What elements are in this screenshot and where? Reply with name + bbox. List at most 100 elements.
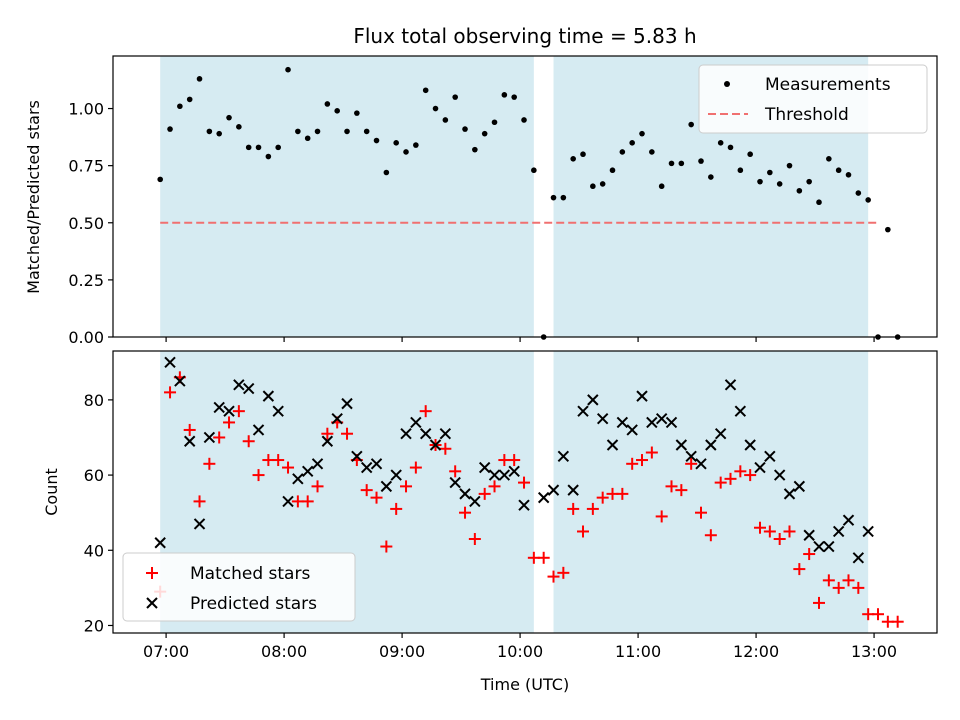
predicted-star-point [459,488,471,500]
x-axis-label: Time (UTC) [480,675,569,694]
matched-star-point [655,510,668,523]
matched-star-point [341,427,354,440]
top-y-tick-label: 0.75 [68,157,104,176]
predicted-star-point [675,439,688,451]
measurement-point [304,135,311,142]
predicted-star-point [410,416,422,429]
measurement-point [855,190,862,196]
predicted-star-point [223,405,235,417]
predicted-star-point [646,416,658,429]
matched-star-point [754,521,767,534]
predicted-star-point [449,476,461,489]
matched-star-point [311,480,324,493]
predicted-star-point [773,469,786,481]
measurement-point [845,171,852,178]
matched-star-point [616,487,629,500]
predicted-star-point [734,405,747,417]
measurement-point [403,149,409,155]
matched-star-point [439,442,452,455]
bottom-y-ticks: 20 40 60 80 [84,391,113,635]
predicted-star-point [606,439,619,451]
predicted-star-point [292,473,304,485]
top-y-tick-label: 1.00 [68,100,104,119]
measurement-point [432,105,439,112]
legend-threshold-label: Threshold [764,105,849,125]
predicted-star-point [164,356,176,368]
matched-star-point [232,405,245,418]
matched-star-point [390,502,403,515]
measurement-point [422,87,429,94]
x-tick-label: 13:00 [851,642,897,661]
predicted-star-point [587,394,599,406]
measurement-point [236,124,242,130]
predicted-star-point [842,514,855,526]
measurement-point [226,114,232,121]
measurement-point [531,167,537,174]
matched-star-point [822,574,835,587]
predicted-star-point [832,525,845,538]
predicted-star-point [242,382,255,395]
predicted-star-point [862,525,874,538]
measurement-point [472,146,478,153]
top-y-tick-label: 0.25 [68,271,104,290]
measurement-point [481,130,488,137]
measurement-point [373,137,380,144]
matched-star-point [744,469,757,482]
predicted-star-point [764,450,776,462]
measurement-point [462,126,468,132]
predicted-star-point [390,469,402,481]
measurement-point [521,117,527,123]
measurement-point [344,128,350,135]
matched-star-point [183,423,196,436]
predicted-star-point [331,412,343,425]
measurement-point [786,162,793,169]
measurement-point [619,149,626,155]
predicted-star-point [478,461,491,474]
predicted-star-point [439,428,452,440]
measurement-point [570,156,576,162]
measurement-point [747,151,753,158]
matched-star-point [468,533,481,545]
legend-matched-label: Matched stars [190,564,310,584]
measurement-point [678,160,685,167]
matched-star-point [193,495,206,508]
measurement-point [383,169,390,176]
matched-star-point [685,457,698,470]
top-y-axis-label: Matched/Predicted stars [24,100,43,294]
top-y-ticks: 0.00 0.25 0.50 0.75 1.00 [68,100,113,347]
measurement-point [885,226,891,233]
predicted-star-point [508,465,520,478]
predicted-star-point [783,488,796,500]
predicted-star-point [282,495,294,508]
predicted-star-point [754,461,766,474]
measurement-point [560,194,567,201]
predicted-star-point [557,450,570,462]
matched-star-point [567,502,580,515]
matched-star-point [301,495,314,508]
matched-star-point [518,476,531,489]
measurement-points [157,66,901,340]
matched-star-point [783,525,796,538]
predicted-star-point [311,458,324,470]
predicted-star-point [744,439,756,451]
matched-star-point [282,461,295,474]
predicted-star-point [351,450,363,462]
predicted-star-point [577,405,589,417]
predicted-star-point [429,439,442,451]
predicted-star-point [705,439,717,451]
predicted-star-point [813,540,825,553]
predicted-star-point [419,428,432,440]
measurement-point [285,66,291,73]
predicted-star-point [685,450,697,462]
matched-star-point [842,574,855,587]
measurement-point [727,144,734,151]
predicted-star-point [262,390,275,402]
measurement-point [835,167,842,174]
matched-star-point [596,491,609,504]
measurement-point [599,181,606,187]
predicted-star-point [174,375,186,387]
predicted-star-point [252,424,265,436]
matched-star-point [695,506,708,519]
predicted-star-point [400,428,412,440]
measurement-point [737,167,744,174]
